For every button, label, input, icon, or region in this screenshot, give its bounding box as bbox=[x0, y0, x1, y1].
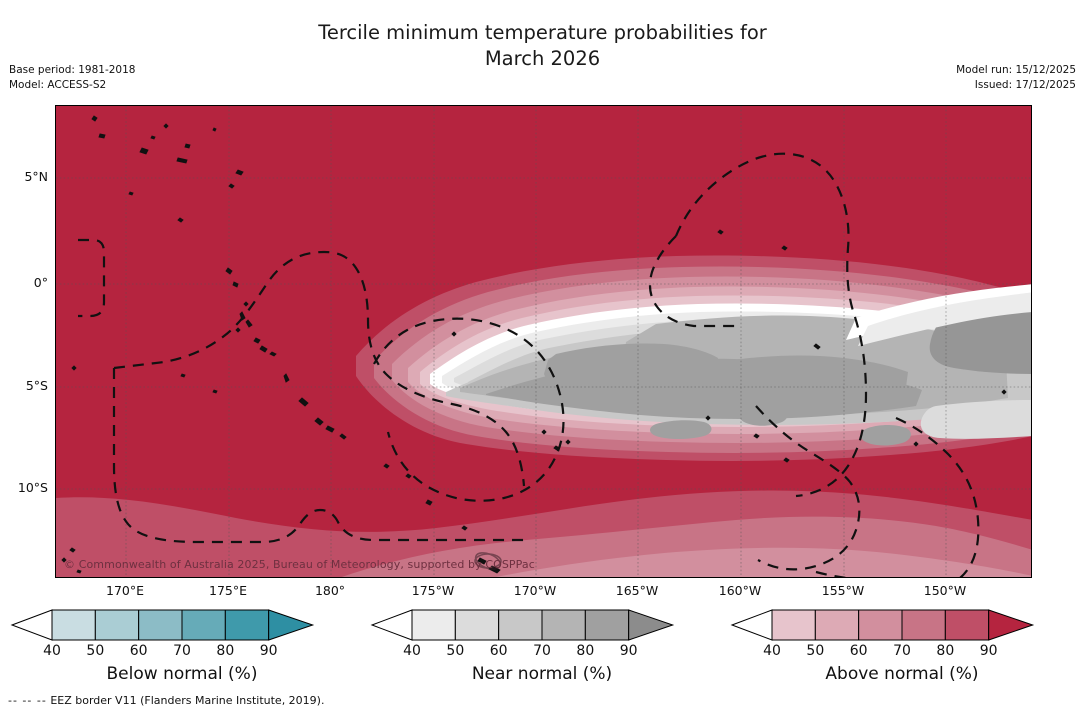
below-normal-title: Below normal (%) bbox=[106, 664, 258, 684]
near-normal-swatches bbox=[370, 609, 675, 641]
below-normal-swatch-5 bbox=[224, 609, 270, 641]
latitude-tick-0: 5°N bbox=[24, 169, 48, 184]
near-normal-ticks: 40 50 60 70 80 90 bbox=[368, 643, 716, 661]
longitude-tick-5: 165°W bbox=[615, 583, 659, 598]
above-normal-tick-50: 50 bbox=[806, 643, 825, 659]
near-normal-swatch-5 bbox=[584, 609, 630, 641]
contour-band-near-80-blob2 bbox=[650, 420, 712, 439]
above-normal-tick-60: 60 bbox=[849, 643, 868, 659]
above-normal-swatch-4 bbox=[901, 609, 946, 641]
contour-band-near-80-c bbox=[544, 343, 718, 382]
above-normal-under-arrow bbox=[730, 609, 773, 641]
longitude-tick-2: 180° bbox=[314, 583, 346, 598]
above-normal-ticks: 40 50 60 70 80 90 bbox=[728, 643, 1076, 661]
above-normal-tick-70: 70 bbox=[893, 643, 911, 659]
eez-border-southeast bbox=[755, 405, 861, 571]
contour-band-near-80-east bbox=[929, 311, 1031, 374]
eez-border-central bbox=[373, 317, 565, 502]
metadata-left: Base period: 1981-2018 Model: ACCESS-S2 bbox=[9, 63, 135, 93]
map-gridlines bbox=[56, 177, 1031, 490]
above-normal-swatch-5 bbox=[944, 609, 990, 641]
issued-text: Issued: 17/12/2025 bbox=[974, 79, 1076, 91]
below-normal-swatch-2 bbox=[94, 609, 140, 641]
below-normal-tick-40: 40 bbox=[43, 643, 61, 659]
base-period-text: Base period: 1981-2018 bbox=[9, 64, 136, 76]
model-text: Model: ACCESS-S2 bbox=[9, 79, 107, 91]
latitude-tick-1: 0° bbox=[33, 275, 48, 290]
above-normal-tick-80: 80 bbox=[936, 643, 955, 659]
eez-dash-sample: -- -- -- bbox=[8, 694, 47, 707]
island-coastlines bbox=[61, 115, 1007, 574]
contour-band-near-50-east bbox=[920, 400, 1031, 439]
page-title: Tercile minimum temperature probabilitie… bbox=[318, 21, 767, 70]
below-normal-swatch-3 bbox=[138, 609, 183, 641]
above-normal-swatch-2 bbox=[814, 609, 860, 641]
eez-legend-footer: -- -- -- EEZ border V11 (Flanders Marine… bbox=[8, 694, 324, 707]
latitude-tick-2: 5°S bbox=[25, 378, 48, 393]
eez-border-west2 bbox=[113, 250, 526, 487]
below-normal-under-arrow bbox=[10, 609, 53, 641]
map-panel[interactable] bbox=[55, 105, 1032, 578]
below-normal-swatch-1 bbox=[51, 609, 96, 641]
eez-border-lines bbox=[78, 152, 980, 577]
longitude-tick-8: 150°W bbox=[923, 583, 967, 598]
near-normal-swatch-4 bbox=[541, 609, 586, 641]
colorbar-above-normal[interactable]: 40 50 60 70 80 90 Above normal (%) bbox=[728, 608, 1076, 684]
colorbar-below-normal[interactable]: 40 50 60 70 80 90 Below normal (%) bbox=[8, 608, 356, 684]
below-normal-tick-80: 80 bbox=[216, 643, 235, 659]
longitude-tick-7: 155°W bbox=[821, 583, 865, 598]
longitude-tick-3: 175°W bbox=[411, 583, 455, 598]
contour-band-near-80-b bbox=[684, 355, 908, 408]
eez-border-west3 bbox=[112, 368, 526, 544]
eez-border-west bbox=[78, 238, 106, 318]
contour-band-above-60-south bbox=[496, 547, 1031, 577]
above-normal-title: Above normal (%) bbox=[825, 664, 979, 684]
above-normal-over-arrow bbox=[988, 609, 1035, 641]
below-normal-swatch-4 bbox=[181, 609, 226, 641]
map-gridlines-vertical bbox=[125, 106, 947, 577]
below-normal-tick-90: 90 bbox=[259, 643, 278, 659]
metadata-right: Model run: 15/12/2025 Issued: 17/12/2025 bbox=[956, 63, 1076, 93]
longitude-tick-4: 170°W bbox=[513, 583, 557, 598]
near-normal-swatch-1 bbox=[411, 609, 456, 641]
eez-border-southeast2 bbox=[895, 416, 980, 577]
eez-border-northeast2 bbox=[648, 235, 740, 328]
longitude-tick-0: 170°E bbox=[105, 583, 145, 598]
near-normal-tick-50: 50 bbox=[446, 643, 465, 659]
above-normal-swatches bbox=[730, 609, 1035, 641]
above-normal-swatch-1 bbox=[771, 609, 816, 641]
eez-border-east-lower bbox=[815, 570, 910, 577]
above-normal-tick-90: 90 bbox=[979, 643, 998, 659]
near-normal-tick-90: 90 bbox=[619, 643, 638, 659]
near-normal-tick-60: 60 bbox=[489, 643, 508, 659]
near-normal-over-arrow bbox=[628, 609, 675, 641]
above-normal-swatch-3 bbox=[858, 609, 903, 641]
contour-band-near-80-blob3 bbox=[860, 425, 911, 446]
cosppac-watermark bbox=[474, 552, 502, 570]
below-normal-over-arrow bbox=[268, 609, 315, 641]
near-normal-under-arrow bbox=[370, 609, 413, 641]
below-normal-tick-60: 60 bbox=[129, 643, 148, 659]
longitude-tick-6: 160°W bbox=[718, 583, 762, 598]
below-normal-swatches bbox=[10, 609, 315, 641]
colorbar-near-normal[interactable]: 40 50 60 70 80 90 Near normal (%) bbox=[368, 608, 716, 684]
below-normal-ticks: 40 50 60 70 80 90 bbox=[8, 643, 356, 661]
probability-contour-map bbox=[56, 106, 1031, 577]
near-normal-tick-70: 70 bbox=[533, 643, 551, 659]
near-normal-tick-40: 40 bbox=[403, 643, 421, 659]
near-normal-swatch-2 bbox=[454, 609, 500, 641]
eez-legend-text: EEZ border V11 (Flanders Marine Institut… bbox=[50, 694, 325, 707]
near-normal-tick-80: 80 bbox=[576, 643, 595, 659]
latitude-tick-3: 10°S bbox=[17, 480, 48, 495]
above-normal-tick-40: 40 bbox=[763, 643, 781, 659]
eez-border-northeast bbox=[674, 152, 868, 498]
longitude-tick-1: 175°E bbox=[208, 583, 248, 598]
near-normal-title: Near normal (%) bbox=[471, 664, 613, 684]
below-normal-tick-70: 70 bbox=[173, 643, 191, 659]
model-run-text: Model run: 15/12/2025 bbox=[956, 64, 1076, 76]
contour-band-near-40-northeast bbox=[858, 292, 1031, 346]
below-normal-tick-50: 50 bbox=[86, 643, 105, 659]
near-normal-swatch-3 bbox=[498, 609, 543, 641]
